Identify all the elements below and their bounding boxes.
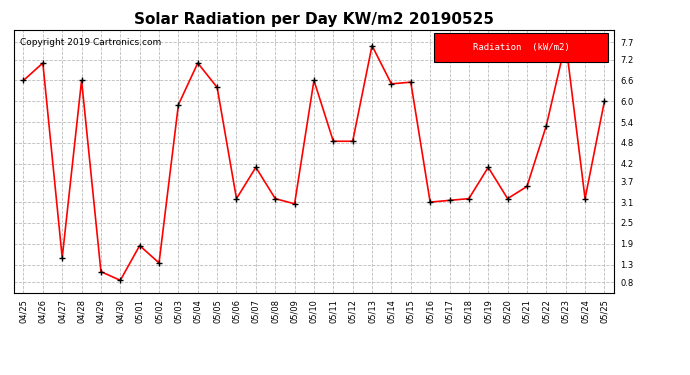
Text: Radiation  (kW/m2): Radiation (kW/m2) — [473, 43, 569, 52]
Text: Copyright 2019 Cartronics.com: Copyright 2019 Cartronics.com — [20, 38, 161, 47]
Title: Solar Radiation per Day KW/m2 20190525: Solar Radiation per Day KW/m2 20190525 — [134, 12, 494, 27]
FancyBboxPatch shape — [434, 33, 608, 62]
